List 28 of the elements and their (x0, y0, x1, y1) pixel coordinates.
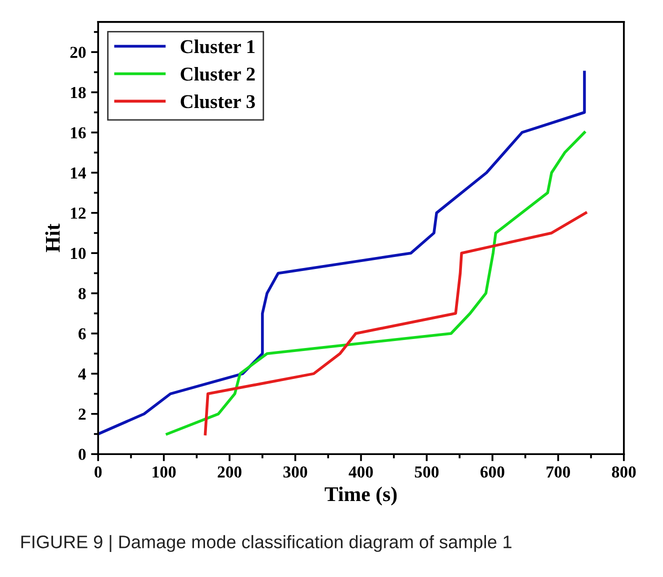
x-tick-label: 700 (546, 466, 570, 478)
x-tick-label: 600 (480, 466, 504, 478)
y-tick-label: 20 (70, 46, 86, 58)
legend-label: Cluster 1 (180, 40, 255, 54)
x-tick-label: 500 (414, 466, 439, 478)
line-series (204, 211, 588, 436)
x-tick-label: 200 (218, 466, 242, 478)
x-tick-label: 800 (612, 466, 636, 478)
y-tick-label: 12 (70, 208, 86, 219)
y-tick-label: 10 (70, 248, 86, 260)
y-tick-label: 16 (70, 127, 86, 138)
y-axis-title: Hit (45, 224, 60, 252)
y-tick-label: 14 (70, 167, 86, 178)
x-tick-label: 0 (94, 466, 102, 478)
x-tick-label: 400 (348, 466, 373, 478)
x-axis-title: Time (s) (324, 486, 397, 506)
y-tick-label: 18 (70, 86, 86, 98)
y-tick-label: 8 (78, 288, 86, 300)
caption: FIGURE 9 | Damage mode classification diagram of sample 1 (21, 535, 512, 552)
line-series (166, 131, 586, 436)
x-tick-label: 300 (283, 466, 308, 478)
legend-label: Cluster 2 (180, 67, 255, 81)
y-tick-label: 6 (78, 328, 86, 340)
y-tick-label: 2 (78, 408, 86, 420)
y-tick-label: 4 (78, 368, 86, 380)
y-tick-label: 0 (78, 448, 86, 460)
x-tick-label: 100 (152, 466, 176, 478)
legend-label: Cluster 3 (180, 94, 255, 108)
